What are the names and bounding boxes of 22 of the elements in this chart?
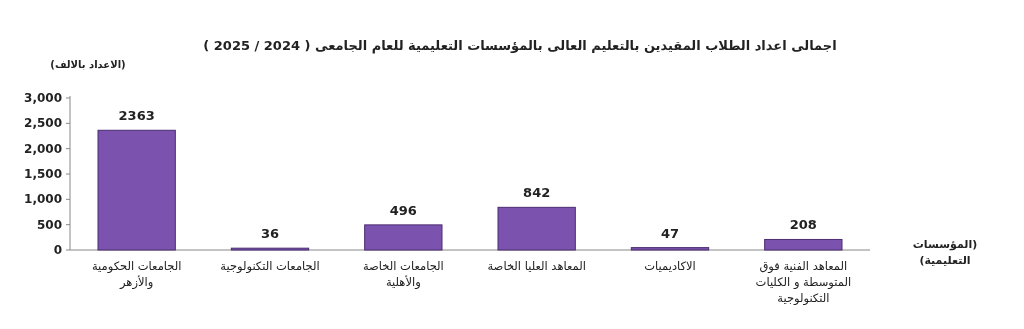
y-tick-label: 3,000 [24,91,62,105]
data-label: 2363 [118,108,155,124]
y-tick-label: 1,000 [24,192,62,207]
y-axis-title: (الاعداد بالالف) [50,59,126,70]
y-tick-label: 0 [53,243,62,257]
x-tick-label: المعاهد العليا الخاصة [487,259,586,273]
data-label: 842 [523,185,551,201]
x-tick-label: المعاهد الفنية فوق المتوسطة و الكليات التكنولوجية [755,259,852,306]
chart-title: اجمالى اعداد الطلاب المقيدين بالتعليم العالى بالمؤسسات التعليمية للعام الجامعى ( 2024 / 2025 ) [203,38,837,54]
x-axis-title: (المؤسسات التعليمية) [912,238,978,267]
x-tick-label: الجامعات الحكومية والأزهر [91,259,182,290]
data-label: 36 [260,226,280,242]
data-label: 208 [789,217,817,233]
x-tick-label: الاكاديميات [644,259,696,273]
data-label: 496 [389,202,417,218]
y-tick-label: 500 [36,217,62,232]
y-tick-label: 2,000 [24,141,62,156]
y-tick-label: 2,500 [24,116,62,131]
x-tick-label: الجامعات التكنولوجية [220,259,320,274]
data-label: 47 [660,225,680,241]
y-tick-label: 1,500 [24,167,62,181]
x-tick-label: الجامعات الخاصة والأهلية [362,259,444,290]
